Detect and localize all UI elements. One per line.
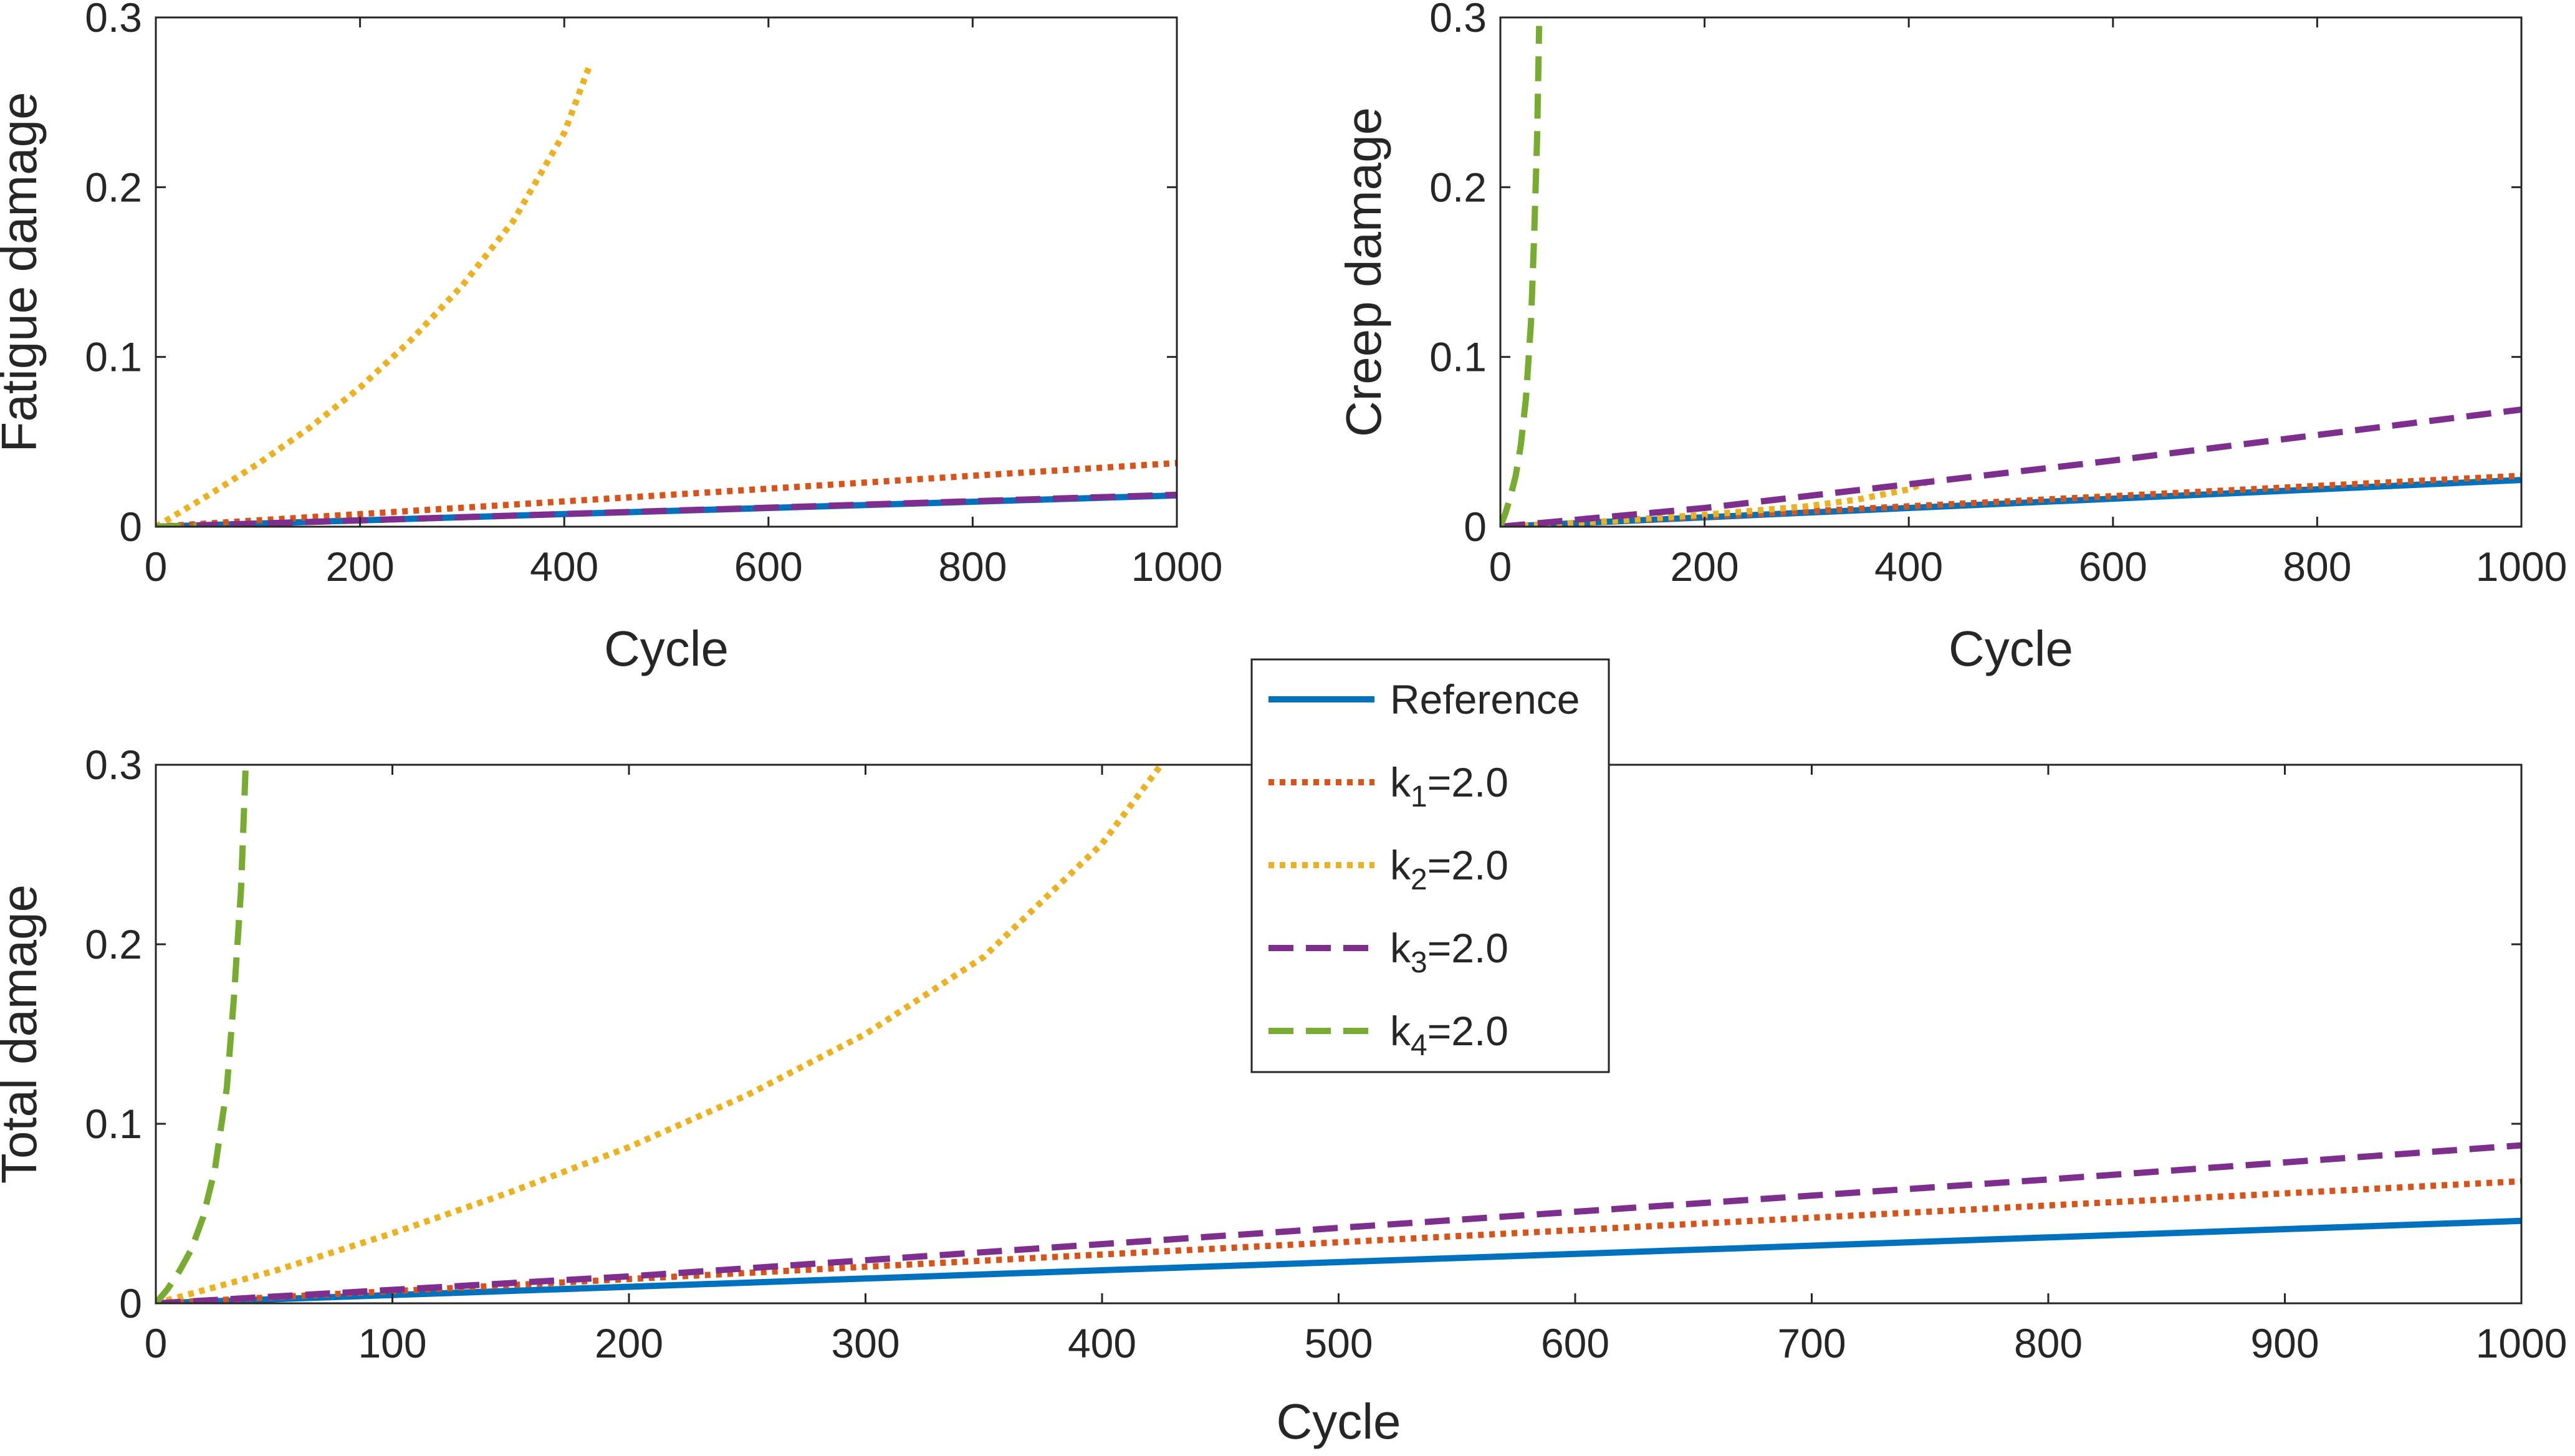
creep-x-axis-label: Cycle [1949, 621, 2073, 676]
total-x-tick-label: 400 [1068, 1320, 1136, 1366]
total-line-k3 [156, 1142, 2521, 1303]
fatigue-line-k1 [156, 459, 1177, 527]
legend-label-k2: k2=2.0 [1390, 842, 1508, 896]
legend-label-base: k [1390, 759, 1411, 805]
creep-series-group [1500, 26, 2521, 527]
creep-x-tick-label: 200 [1671, 544, 1739, 590]
total-x-tick-label: 0 [145, 1320, 168, 1366]
legend-label-k1: k1=2.0 [1390, 759, 1508, 813]
legend-label-base: k [1390, 925, 1411, 971]
creep-x-tick-label: 800 [2283, 544, 2351, 590]
total-x-tick-label: 700 [1777, 1320, 1846, 1366]
creep-y-tick-label: 0.3 [1429, 0, 1487, 41]
total-line-ref [156, 1217, 2521, 1303]
total-x-tick-label: 200 [595, 1320, 663, 1366]
total-line-k4 [156, 765, 249, 1303]
legend-label-subscript: 1 [1411, 780, 1427, 813]
legend-label-rest: =2.0 [1427, 842, 1508, 888]
fatigue-x-tick-label: 800 [938, 544, 1007, 590]
legend-label-rest: =2.0 [1427, 1008, 1508, 1054]
creep-y-tick-label: 0.2 [1429, 164, 1487, 210]
total-x-axis-label: Cycle [1276, 1394, 1401, 1449]
creep-damage-panel: 0 200 400 600 800 1000 0 0.1 0.2 0.3 Cycle Creep da… [1336, 0, 2567, 676]
total-x-tick-label: 100 [358, 1320, 426, 1366]
creep-line-k3 [1500, 406, 2521, 527]
total-y-tick-label: 0.3 [85, 742, 142, 788]
fatigue-y-tick-label: 0.3 [85, 0, 142, 41]
creep-line-k4 [1500, 26, 1543, 527]
fatigue-y-tick-label: 0.2 [85, 164, 142, 210]
total-x-tick-label: 900 [2250, 1320, 2319, 1366]
legend-label-k4: k4=2.0 [1390, 1008, 1508, 1062]
total-y-tick-label: 0.1 [85, 1101, 142, 1147]
creep-line-k2 [1500, 476, 1936, 527]
fatigue-series-group [156, 64, 1177, 527]
legend-label-subscript: 4 [1411, 1029, 1427, 1062]
fatigue-x-tick-label: 1000 [1131, 544, 1223, 590]
total-x-tick-label: 500 [1304, 1320, 1373, 1366]
fatigue-y-tick-label: 0 [119, 504, 142, 550]
legend-label-base: k [1390, 842, 1411, 888]
fatigue-y-axis-label: Fatigue damage [0, 92, 47, 452]
creep-x-tick-label: 1000 [2476, 544, 2568, 590]
legend-label-base: Reference [1390, 676, 1580, 722]
total-series-group [156, 765, 2521, 1303]
total-x-tick-label: 800 [2014, 1320, 2083, 1366]
total-x-tick-label: 600 [1541, 1320, 1609, 1366]
legend-label-base: k [1390, 1008, 1411, 1054]
total-y-axis-label: Total damage [0, 884, 47, 1184]
creep-axes-box [1499, 16, 2523, 528]
legend-label-k3: k3=2.0 [1390, 925, 1508, 979]
creep-y-axis-label: Creep damage [1336, 107, 1391, 437]
fatigue-x-tick-label: 200 [326, 544, 395, 590]
legend-label-ref: Reference [1390, 676, 1580, 722]
creep-x-tick-label: 400 [1874, 544, 1943, 590]
total-x-tick-label: 300 [831, 1320, 899, 1366]
legend-box [1250, 658, 1610, 1073]
total-line-k2 [156, 765, 1164, 1303]
fatigue-x-tick-label: 0 [145, 544, 168, 590]
creep-x-tick-label: 600 [2079, 544, 2147, 590]
fatigue-axes-box [155, 16, 1178, 528]
legend-label-subscript: 2 [1411, 863, 1427, 896]
fatigue-y-tick-label: 0.1 [85, 334, 142, 380]
legend-label-subscript: 3 [1411, 946, 1427, 979]
legend-label-rest: =2.0 [1427, 759, 1508, 805]
creep-x-tick-label: 0 [1489, 544, 1512, 590]
legend-label-rest: =2.0 [1427, 925, 1508, 971]
total-y-tick-label: 0.2 [85, 921, 142, 967]
total-x-tick-label: 1000 [2476, 1320, 2568, 1366]
creep-y-tick-label: 0.1 [1429, 334, 1487, 380]
total-damage-panel: 0 100 200 300 400 500 600 700 800 900 1000 0 0.1 0.2 0… [0, 742, 2567, 1449]
fatigue-x-axis-label: Cycle [604, 621, 729, 676]
fatigue-line-k2 [156, 64, 593, 527]
total-y-tick-label: 0 [119, 1280, 142, 1326]
creep-y-tick-label: 0 [1464, 504, 1487, 550]
fatigue-x-tick-label: 400 [530, 544, 598, 590]
fatigue-x-tick-label: 600 [734, 544, 803, 590]
fatigue-damage-panel: 0 200 400 600 800 1000 0 0.1 0.2 0.3 Cycle Fatigue … [0, 0, 1222, 676]
fatigue-line-k3 [156, 491, 1177, 527]
